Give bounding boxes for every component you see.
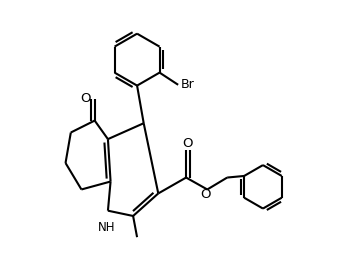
Text: Br: Br <box>181 78 194 91</box>
Text: O: O <box>80 91 91 105</box>
Text: O: O <box>183 136 193 150</box>
Text: NH: NH <box>98 221 115 234</box>
Text: O: O <box>200 188 211 201</box>
